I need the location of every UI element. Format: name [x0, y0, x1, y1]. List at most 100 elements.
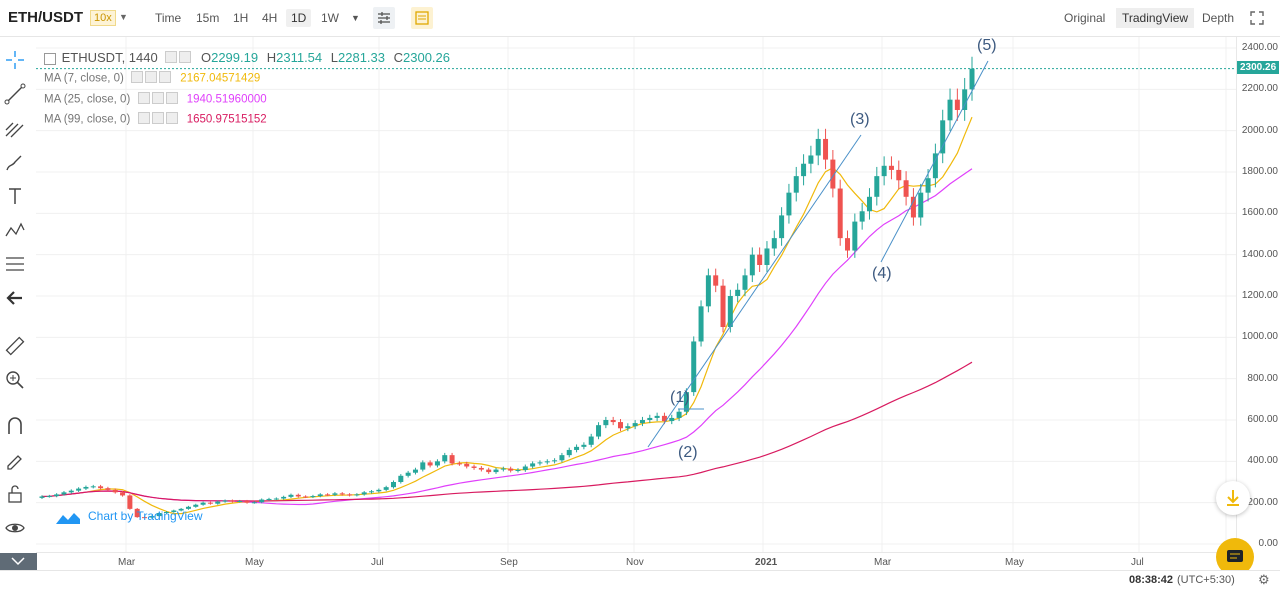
candle	[881, 165, 887, 177]
brush-icon[interactable]	[3, 150, 27, 174]
pattern-icon[interactable]	[3, 218, 27, 242]
interval-1d[interactable]: 1D	[286, 9, 312, 27]
price-tick-label: 1200.00	[1241, 290, 1278, 301]
candle	[222, 500, 228, 502]
candle	[845, 238, 851, 251]
time-axis[interactable]: MarMayJulSepNov2021MarMayJulS	[36, 552, 1236, 571]
tab-depth[interactable]: Depth	[1202, 11, 1235, 25]
candle	[361, 492, 367, 495]
candle	[771, 238, 777, 249]
candle	[405, 472, 411, 476]
fullscreen-icon[interactable]	[1246, 7, 1268, 29]
candle	[544, 461, 550, 463]
trend-line-icon[interactable]	[3, 82, 27, 106]
fib-tool-icon[interactable]	[3, 116, 27, 140]
candle	[735, 289, 741, 296]
candle	[903, 180, 909, 197]
candle	[390, 482, 396, 488]
candle	[383, 487, 389, 490]
candle	[925, 178, 931, 193]
candle	[654, 415, 660, 418]
zoom-in-icon[interactable]	[3, 368, 27, 392]
candle	[940, 120, 946, 154]
legend-settings-icon[interactable]	[165, 51, 193, 66]
price-tick-label: 1600.00	[1241, 207, 1278, 219]
candle	[632, 423, 638, 427]
ruler-icon[interactable]	[3, 334, 27, 358]
chat-button[interactable]	[1216, 538, 1254, 576]
crosshair-icon[interactable]	[3, 48, 27, 72]
candle	[764, 248, 770, 265]
candle	[112, 489, 118, 493]
ma99-settings-icon[interactable]	[137, 112, 180, 127]
lock-icon[interactable]	[3, 482, 27, 506]
measure-list-icon[interactable]	[3, 252, 27, 276]
ma25-value: 1940.51960000	[186, 93, 267, 106]
price-axis[interactable]: 2400.00 2200.00 2000.00 1800.00 1600.00 1400.…	[1236, 37, 1280, 552]
interval-1h[interactable]: 1H	[233, 11, 249, 25]
ma25-settings-icon[interactable]	[137, 92, 180, 107]
interval-4h[interactable]: 4H	[262, 11, 278, 25]
time-tick-label: May	[245, 557, 264, 568]
interval-dropdown-icon[interactable]: ▼	[351, 13, 360, 23]
collapse-toolbar-icon[interactable]	[0, 553, 37, 570]
arrow-back-icon[interactable]	[3, 286, 27, 310]
leverage-badge: 10x	[90, 10, 116, 26]
candle	[698, 306, 704, 342]
indicators-icon[interactable]	[373, 7, 395, 29]
trend-line-1	[647, 134, 862, 448]
candle	[105, 488, 111, 490]
timezone-label[interactable]: (UTC+5:30)	[1177, 574, 1235, 586]
candle	[522, 466, 528, 471]
candle	[376, 489, 382, 492]
candle	[859, 211, 865, 222]
candle	[303, 496, 309, 498]
tab-original[interactable]: Original	[1064, 11, 1106, 25]
symbol-label[interactable]: ETH/USDT	[8, 9, 83, 26]
interval-1w[interactable]: 1W	[321, 11, 339, 25]
magnet-icon[interactable]	[3, 414, 27, 438]
time-tick-label: May	[1005, 557, 1024, 568]
price-tick-label: 1000.00	[1241, 331, 1278, 343]
candle	[852, 221, 858, 251]
candle	[229, 500, 235, 502]
tradingview-watermark[interactable]: Chart by TradingView	[56, 509, 203, 524]
candle	[347, 494, 353, 496]
tab-tradingview[interactable]: TradingView	[1116, 8, 1195, 28]
scroll-to-latest-button[interactable]	[1216, 481, 1250, 515]
candle	[493, 469, 499, 473]
lock-drawing-icon[interactable]	[3, 448, 27, 472]
price-tick-label: 0.00	[1258, 538, 1278, 549]
interval-time[interactable]: Time	[155, 11, 182, 25]
template-icon[interactable]	[411, 7, 433, 29]
eye-icon[interactable]	[3, 516, 27, 540]
candle	[932, 153, 938, 179]
candle	[398, 475, 404, 482]
wave-label-3: (3)	[850, 111, 870, 128]
price-tick-label: 1800.00	[1241, 166, 1278, 177]
collapse-legend-icon[interactable]	[44, 52, 56, 65]
time-tick-label: Nov	[626, 557, 644, 568]
text-tool-icon[interactable]	[3, 184, 27, 208]
candle	[193, 504, 199, 507]
time-tick-label: Sep	[500, 557, 518, 568]
ma25-legend: MA (25, close, 0) 1940.51960000	[44, 92, 267, 107]
gear-icon[interactable]: ⚙	[1258, 572, 1270, 587]
candle	[420, 462, 426, 470]
price-chart[interactable]	[36, 37, 1236, 552]
status-bar: 08:38:42 (UTC+5:30) ⚙	[0, 570, 1280, 590]
chevron-down-icon[interactable]: ▼	[119, 12, 128, 22]
candle	[310, 496, 316, 498]
price-tick-label: 2200.00	[1241, 83, 1278, 95]
candle	[866, 196, 872, 212]
interval-15m[interactable]: 15m	[196, 11, 220, 25]
chart-title: ETHUSDT, 1440	[61, 50, 158, 65]
candle	[244, 501, 250, 503]
ma7-settings-icon[interactable]	[131, 71, 173, 86]
tradingview-logo-icon	[56, 512, 80, 524]
candle	[83, 486, 89, 489]
candle	[713, 275, 719, 286]
candle	[918, 192, 924, 218]
candle	[610, 420, 616, 423]
candle	[471, 466, 477, 468]
